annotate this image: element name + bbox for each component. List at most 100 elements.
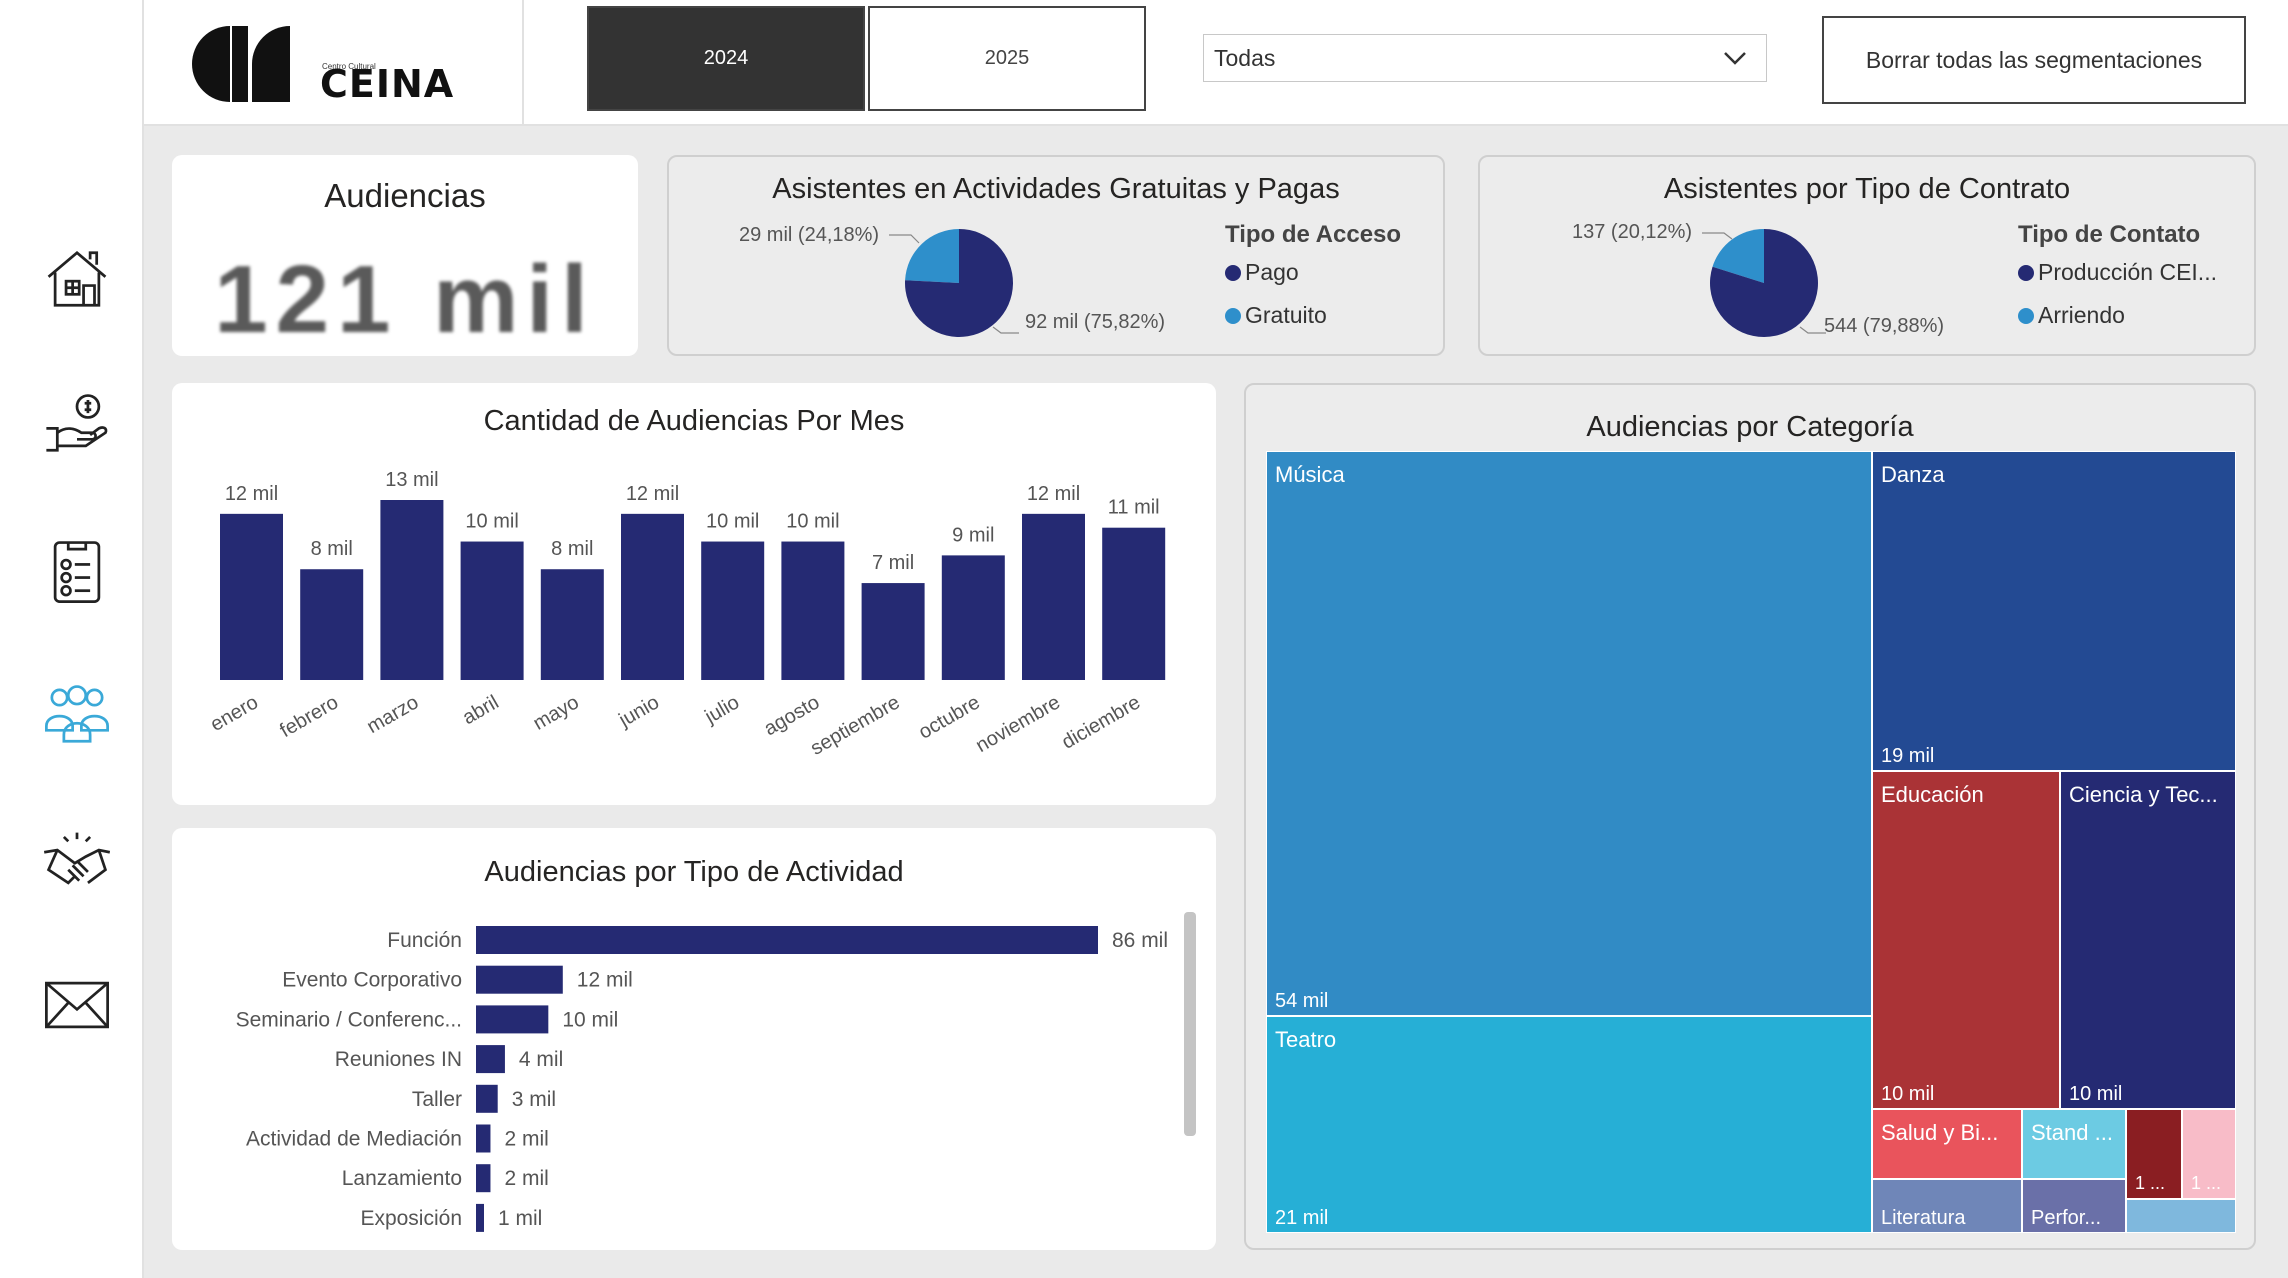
pie-access-slice-0[interactable] [905, 226, 962, 283]
activity-bar[interactable] [476, 1005, 549, 1034]
month-bar-marzo[interactable] [380, 500, 444, 680]
pie-contract-slice-1[interactable] [1704, 223, 1824, 343]
pie-contract-label-arriendo: 137 (20,12%) [1572, 221, 1693, 243]
activity-bar[interactable] [476, 965, 563, 994]
nav-finance[interactable] [38, 385, 116, 463]
ceina-logo-icon [192, 26, 290, 102]
month-data-label: 11 mil [1108, 497, 1160, 519]
month-bar-octubre[interactable] [941, 555, 1005, 680]
treemap-cell-label: 1 ... [2135, 1173, 2166, 1193]
treemap-cell[interactable]: Teatro 21 mil [1266, 1016, 1872, 1233]
kpi-value: 121 mil [214, 246, 596, 353]
treemap-cell-value: 21 mil [1275, 1207, 1329, 1229]
treemap-cell[interactable]: Stand ... [2022, 1109, 2126, 1179]
legend-item-pago[interactable]: Pago [1225, 259, 1401, 286]
treemap-cell[interactable]: Música 54 mil [1266, 451, 1872, 1016]
treemap-cell[interactable]: Literatura [1872, 1179, 2022, 1233]
activity-bar[interactable] [476, 1203, 484, 1232]
month-bar-febrero[interactable] [300, 569, 364, 680]
pie-access-slice-1[interactable] [902, 226, 1015, 339]
monthly-bar-chart: 12 mil enero 8 mil febrero 13 mil marzo 10 mil… [207, 469, 1166, 760]
pie-access-title: Asistentes en Actividades Gratuitas y Pa… [772, 173, 1340, 205]
legend-label: Pago [1245, 259, 1299, 285]
month-bar-junio[interactable] [621, 513, 684, 680]
legend-dot [1225, 264, 1241, 281]
treemap-cell[interactable]: 1 ... [2126, 1109, 2182, 1199]
nav-partnerships[interactable] [38, 822, 116, 900]
treemap-cell[interactable]: Perfor... [2022, 1179, 2126, 1233]
treemap-cell-label: Teatro [1275, 1027, 1337, 1052]
nav-home[interactable] [38, 240, 116, 318]
treemap-cell[interactable]: Danza 19 mil [1872, 451, 2236, 771]
handshake-icon [43, 832, 111, 885]
legend-label: Gratuito [1245, 302, 1327, 328]
activity-category-label: Actividad de Mediación [246, 1128, 462, 1151]
year-2024-button[interactable]: 2024 [587, 6, 865, 111]
month-bar-mayo[interactable] [540, 569, 604, 680]
activity-category-label: Lanzamiento [342, 1167, 462, 1190]
activity-bar[interactable] [476, 1124, 491, 1153]
month-tick-label: abril [459, 691, 503, 729]
month-data-label: 7 mil [872, 552, 914, 574]
nav-contact[interactable] [38, 966, 116, 1044]
month-bar-diciembre[interactable] [1102, 527, 1166, 680]
activity-value-label: 1 mil [498, 1207, 542, 1230]
activity-scrollbar[interactable] [1184, 912, 1196, 1136]
treemap-cell[interactable]: Educación 10 mil [1872, 771, 2060, 1109]
activity-bar[interactable] [476, 1084, 498, 1113]
pie-access-label-gratuito: 29 mil (24,18%) [739, 224, 880, 246]
month-data-label: 12 mil [225, 483, 278, 505]
month-tick-label: agosto [760, 691, 823, 740]
month-data-label: 10 mil [786, 511, 839, 533]
month-bar-noviembre[interactable] [1022, 513, 1085, 680]
treemap-cell-value: 19 mil [1881, 745, 1935, 767]
month-data-label: 13 mil [385, 469, 438, 491]
treemap-cell-label: Salud y Bi... [1881, 1120, 1999, 1145]
activity-bar[interactable] [476, 1164, 491, 1193]
month-bar-septiembre[interactable] [861, 583, 925, 680]
month-data-label: 12 mil [1027, 483, 1080, 505]
nav-checklist[interactable] [38, 532, 116, 610]
logo: Centro Cultural CEINA [144, 0, 524, 126]
treemap-cell-label: Música [1275, 462, 1345, 487]
top-bar: Centro Cultural CEINA 2024 2025 Todas Bo… [144, 0, 2288, 126]
month-tick-label: febrero [276, 691, 342, 742]
legend-dot [2018, 307, 2034, 324]
treemap-cell[interactable]: Ciencia y Tec... 10 mil [2060, 771, 2236, 1109]
month-bar-enero[interactable] [220, 513, 283, 680]
month-bar-agosto[interactable] [781, 541, 845, 680]
chevron-down-icon [1724, 52, 1746, 65]
activity-bar[interactable] [476, 926, 1098, 954]
month-data-label: 8 mil [551, 538, 593, 560]
month-bar-abril[interactable] [460, 541, 524, 680]
activity-category-label: Exposición [360, 1207, 462, 1230]
clear-filters-button[interactable]: Borrar todas las segmentaciones [1822, 16, 2246, 104]
treemap-cell[interactable] [2126, 1199, 2236, 1233]
nav-audiences[interactable] [38, 676, 116, 754]
pie-access-leaders [889, 234, 1019, 334]
year-2025-button[interactable]: 2025 [868, 6, 1146, 111]
kpi-title: Audiencias [324, 177, 486, 214]
monthly-chart-title: Cantidad de Audiencias Por Mes [483, 405, 905, 437]
pie-contract-label-produccion: 544 (79,88%) [1824, 315, 1945, 337]
treemap-cell-value: 54 mil [1275, 990, 1329, 1012]
legend-item-arriendo[interactable]: Arriendo [2018, 302, 2217, 329]
legend-item-gratuito[interactable]: Gratuito [1225, 302, 1401, 329]
treemap-cell-label: Literatura [1881, 1207, 1966, 1229]
dropdown-value: Todas [1214, 44, 1276, 71]
sidebar [0, 0, 144, 1278]
pie-contract-slice-0[interactable] [1712, 223, 1780, 283]
activity-bar[interactable] [476, 1045, 505, 1074]
treemap-cell[interactable]: Salud y Bi... [1872, 1109, 2022, 1179]
month-bar-julio[interactable] [701, 541, 765, 680]
treemap: Música 54 mil Teatro 21 mil Danza 19 mil Educa… [1266, 451, 2236, 1233]
month-tick-label: noviembre [972, 691, 1064, 757]
activity-category-label: Evento Corporativo [282, 969, 462, 992]
treemap-cell[interactable]: 1 ... [2182, 1109, 2236, 1199]
category-dropdown[interactable]: Todas [1203, 34, 1767, 82]
pie-access-label-pago: 92 mil (75,82%) [1025, 311, 1166, 333]
home-icon [47, 250, 107, 307]
legend-dot [1225, 307, 1241, 324]
legend-item-produccion[interactable]: Producción CEI... [2018, 259, 2217, 286]
audience-group-icon [45, 685, 109, 743]
